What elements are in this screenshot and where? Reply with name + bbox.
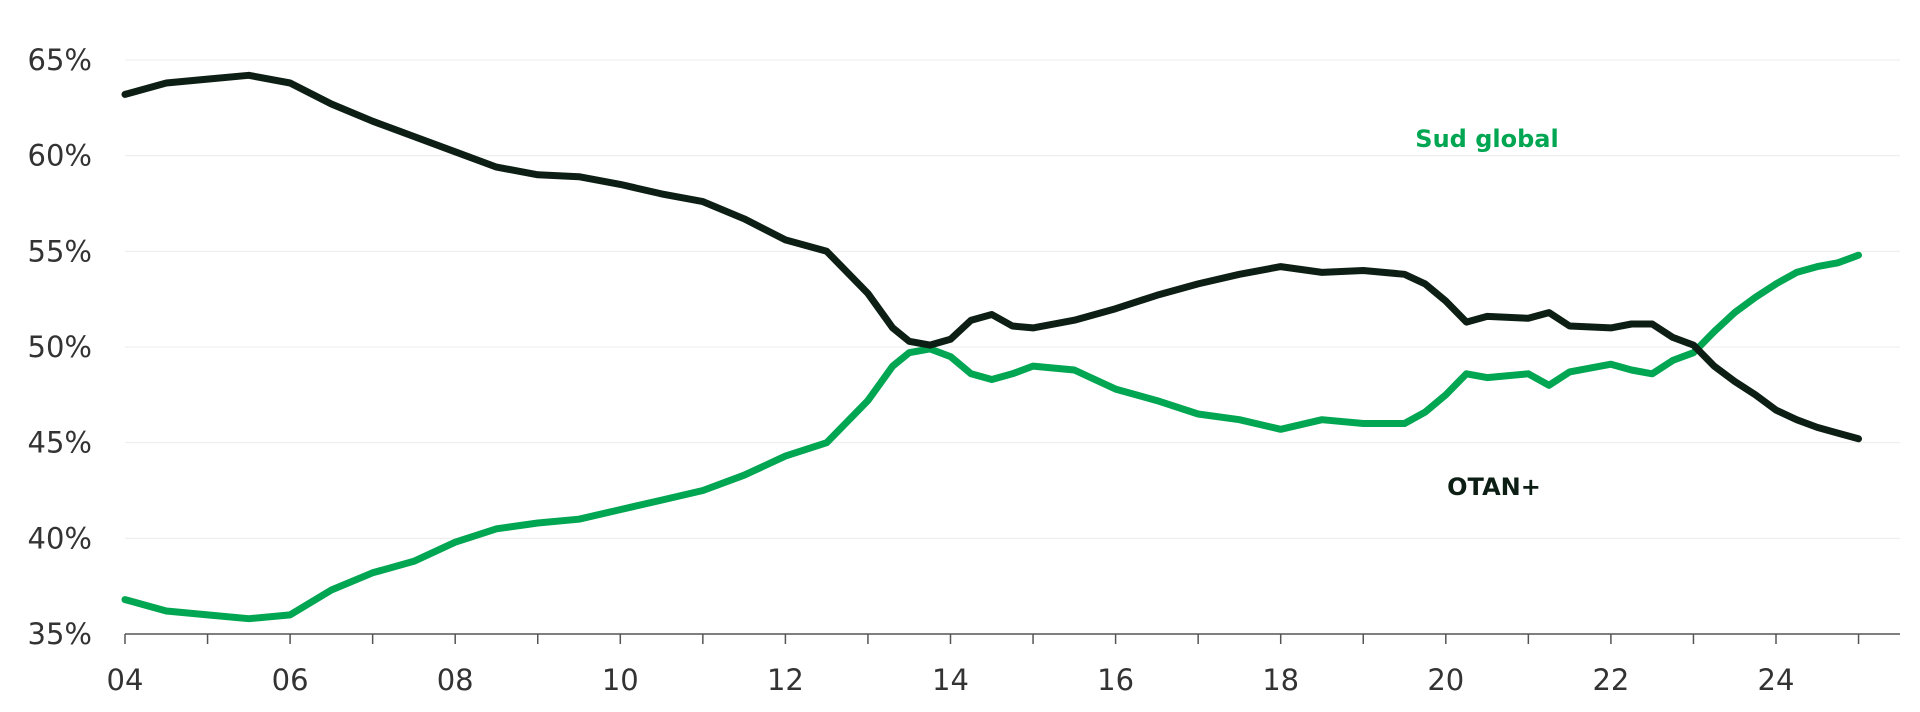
x-tick-label: 14: [932, 663, 969, 697]
series-lines: [121, 71, 1862, 623]
x-tick-label: 10: [602, 663, 639, 697]
x-tick-label: 16: [1097, 663, 1134, 697]
y-axis-tick-labels: 35% 40% 45% 50% 55% 60% 65%: [28, 43, 92, 651]
x-tick-label: 06: [272, 663, 309, 697]
x-tick-label: 18: [1262, 663, 1299, 697]
x-axis: [124, 633, 1900, 644]
series-label-otan: OTAN+: [1447, 473, 1541, 501]
series-label-sud-global: Sud global: [1415, 125, 1558, 153]
horizontal-gridlines: [125, 59, 1900, 539]
x-tick-label: 12: [767, 663, 804, 697]
y-tick-label: 65%: [28, 43, 92, 77]
y-tick-label: 55%: [28, 234, 92, 268]
x-tick-label: 08: [437, 663, 474, 697]
x-tick-label: 20: [1427, 663, 1464, 697]
y-tick-label: 35%: [28, 617, 92, 651]
x-axis-tick-labels: 04 06 08 10 12 14 16 18 20 22 24: [107, 663, 1795, 697]
x-tick-label: 24: [1758, 663, 1795, 697]
y-tick-label: 50%: [28, 330, 92, 364]
y-tick-label: 45%: [28, 426, 92, 460]
y-tick-label: 40%: [28, 521, 92, 555]
y-tick-label: 60%: [28, 139, 92, 173]
series-line-otan: [121, 71, 1862, 443]
series-line-sud-global: [121, 251, 1862, 623]
x-tick-label: 22: [1592, 663, 1629, 697]
x-tick-label: 04: [107, 663, 144, 697]
